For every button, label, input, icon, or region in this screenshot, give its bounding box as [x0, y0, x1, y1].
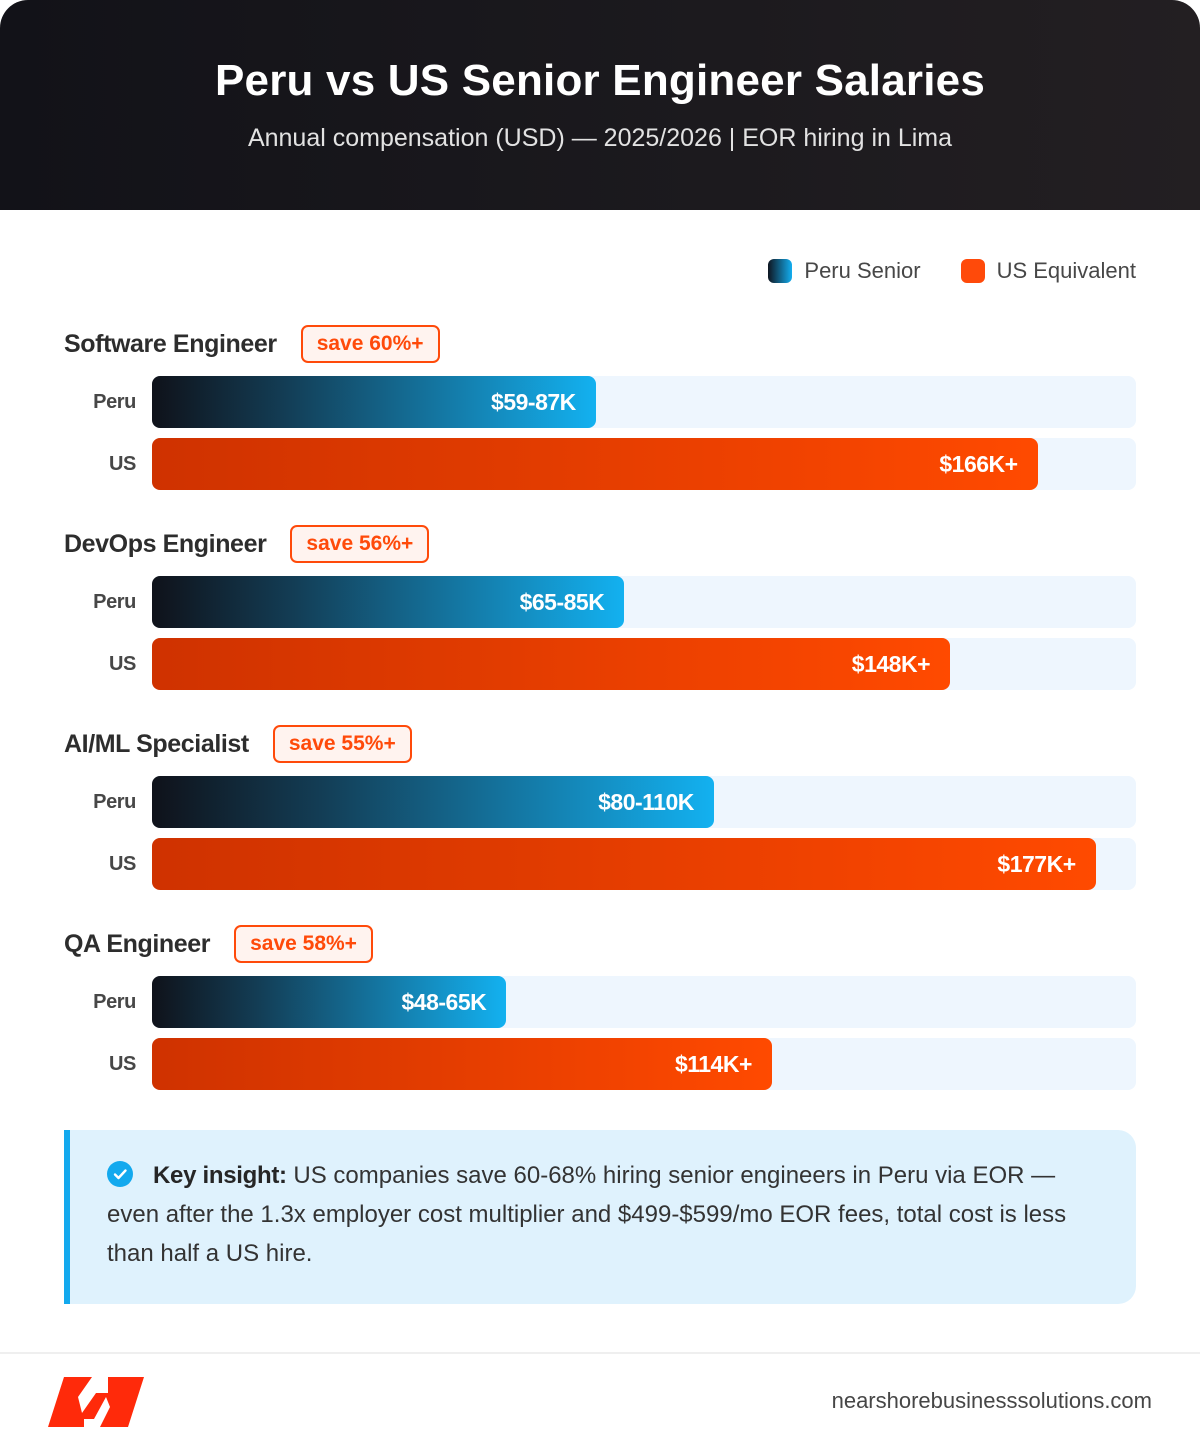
bar-row-peru: Peru $80-110K	[64, 776, 1136, 828]
insight-label: Key insight:	[153, 1162, 287, 1189]
header: Peru vs US Senior Engineer Salaries Annu…	[0, 0, 1200, 210]
bar-track: $114K+	[152, 1038, 1136, 1090]
savings-badge: save 55%+	[272, 725, 412, 763]
group-header: Software Engineer save 60%+	[64, 325, 440, 363]
bar-track: $148K+	[152, 638, 1136, 690]
bar-track: $65-85K	[152, 576, 1136, 628]
row-label: Peru	[93, 591, 136, 613]
insight-body: US companies save 60-68% hiring senior e…	[107, 1162, 1067, 1267]
group-header: AI/ML Specialist save 55%+	[64, 725, 412, 763]
row-label: US	[109, 653, 136, 675]
check-circle-icon	[107, 1161, 133, 1187]
row-label: US	[109, 853, 136, 875]
row-label: US	[109, 453, 136, 475]
bar-track: $59-87K	[152, 376, 1136, 428]
bar-track: $48-65K	[152, 976, 1136, 1028]
bar-row-peru: Peru $48-65K	[64, 976, 1136, 1028]
legend-label: US Equivalent	[996, 258, 1136, 283]
bar-track: $166K+	[152, 438, 1136, 490]
group-header: QA Engineer save 58%+	[64, 925, 373, 963]
legend-swatch-peru	[768, 259, 793, 283]
bar-us: $177K+	[152, 838, 1096, 890]
savings-badge: save 58%+	[234, 925, 373, 963]
legend-item-us: US Equivalent	[960, 258, 1136, 284]
legend-label: Peru Senior	[804, 258, 921, 283]
legend-swatch-us	[960, 259, 985, 283]
bar-us: $166K+	[152, 438, 1038, 490]
role-title: DevOps Engineer	[64, 529, 267, 558]
bar-us: $114K+	[152, 1038, 772, 1090]
row-label: Peru	[93, 391, 136, 413]
role-title: AI/ML Specialist	[64, 729, 249, 758]
savings-badge: save 56%+	[290, 525, 430, 563]
bar-value: $148K+	[851, 650, 931, 677]
bar-row-peru: Peru $65-85K	[64, 576, 1136, 628]
bar-value: $177K+	[997, 850, 1076, 877]
bar-us: $148K+	[152, 638, 951, 690]
legend: Peru Senior US Equivalent	[768, 258, 1136, 284]
bar-value: $65-85K	[519, 588, 605, 615]
row-label: Peru	[93, 791, 136, 813]
bar-row-us: US $166K+	[64, 438, 1136, 490]
bar-row-peru: Peru $59-87K	[64, 376, 1136, 428]
role-title: QA Engineer	[64, 929, 211, 958]
bar-peru: $65-85K	[152, 576, 625, 628]
legend-item-peru: Peru Senior	[768, 258, 921, 284]
bar-value: $59-87K	[491, 388, 576, 415]
nearshore-logo-icon	[48, 1377, 144, 1427]
bar-peru: $80-110K	[152, 776, 714, 828]
row-label: Peru	[93, 991, 136, 1013]
bar-value: $166K+	[939, 450, 1018, 477]
bar-track: $177K+	[152, 838, 1136, 890]
group-header: DevOps Engineer save 56%+	[64, 525, 430, 563]
bar-peru: $48-65K	[152, 976, 507, 1028]
bar-value: $80-110K	[598, 788, 694, 815]
bar-row-us: US $177K+	[64, 838, 1136, 890]
bar-row-us: US $114K+	[64, 1038, 1136, 1090]
page-title: Peru vs US Senior Engineer Salaries	[215, 56, 985, 105]
bar-value: $48-65K	[401, 988, 487, 1015]
bar-peru: $59-87K	[152, 376, 596, 428]
bar-track: $80-110K	[152, 776, 1136, 828]
page-subtitle: Annual compensation (USD) — 2025/2026 | …	[247, 124, 953, 152]
footer-divider	[0, 1352, 1200, 1354]
savings-badge: save 60%+	[300, 325, 440, 363]
role-title: Software Engineer	[64, 329, 277, 358]
insight-text: Key insight: US companies save 60-68% hi…	[107, 1156, 1096, 1273]
bar-value: $114K+	[674, 1050, 752, 1077]
website-link[interactable]: nearshorebusinesssolutions.com	[831, 1388, 1152, 1413]
bar-row-us: US $148K+	[64, 638, 1136, 690]
row-label: US	[109, 1053, 136, 1075]
key-insight-callout: Key insight: US companies save 60-68% hi…	[64, 1130, 1136, 1304]
